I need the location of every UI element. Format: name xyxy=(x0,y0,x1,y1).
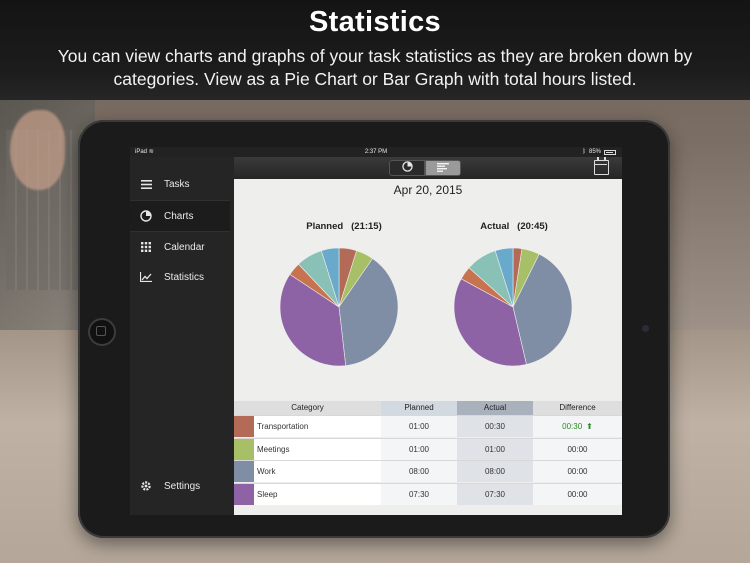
planned-total: (21:15) xyxy=(351,221,382,232)
sidebar: Tasks Charts Calendar Statistics xyxy=(130,157,234,515)
difference-value: 00:30 xyxy=(562,422,583,431)
status-bar: iPad ≋ 2:37 PM ᛒ 85% xyxy=(130,147,622,157)
pie-slice-sleep xyxy=(453,278,527,367)
sidebar-item-tasks[interactable]: Tasks xyxy=(130,169,230,199)
header-category: Category xyxy=(234,401,381,415)
cell-category: Transportation xyxy=(254,416,381,437)
sidebar-item-label: Statistics xyxy=(164,271,205,283)
pie-slice-other-3 xyxy=(321,247,340,308)
table-row[interactable]: Transportation 01:00 00:30 00:30 ⬆ xyxy=(234,415,622,437)
cell-actual: 07:30 xyxy=(457,483,533,505)
cell-planned: 07:30 xyxy=(381,483,457,505)
pie-slice-other-3 xyxy=(494,247,514,308)
sidebar-item-label: Calendar xyxy=(164,241,205,253)
pie-view-toggle[interactable] xyxy=(389,160,425,176)
nav-divider xyxy=(130,231,230,232)
table-row[interactable]: Sleep 07:30 07:30 00:00 xyxy=(234,482,622,505)
bar-view-toggle[interactable] xyxy=(425,160,461,176)
sidebar-item-charts[interactable]: Charts xyxy=(130,201,230,231)
main-panel: Apr 20, 2015 Planned (21:15) Actual (20:… xyxy=(234,157,622,515)
cell-planned: 01:00 xyxy=(381,438,457,460)
table-row[interactable]: Meetings 01:00 01:00 00:00 xyxy=(234,437,622,460)
cell-planned: 01:00 xyxy=(381,416,457,437)
category-color-swatch xyxy=(234,416,254,437)
pie-slice-work xyxy=(512,253,573,365)
list-icon xyxy=(140,178,152,190)
cell-category: Work xyxy=(254,461,381,482)
stats-table: Category Planned Actual Difference Trans… xyxy=(234,401,622,515)
calendar-icon[interactable] xyxy=(594,157,609,175)
table-header: Category Planned Actual Difference xyxy=(234,401,622,415)
front-camera xyxy=(642,325,649,332)
gear-icon xyxy=(140,480,152,492)
ipad-device: iPad ≋ 2:37 PM ᛒ 85% Tasks Charts xyxy=(78,120,670,538)
actual-chart-title: Actual (20:45) xyxy=(434,221,594,232)
background-hand xyxy=(10,110,65,190)
wifi-icon: ≋ xyxy=(148,149,154,155)
bar-list-icon xyxy=(437,159,449,177)
cell-planned: 08:00 xyxy=(381,461,457,482)
sidebar-item-label: Charts xyxy=(164,210,194,222)
pie-slice-work xyxy=(338,258,399,366)
difference-value: 00:00 xyxy=(567,467,588,476)
cell-actual: 01:00 xyxy=(457,438,533,460)
actual-total: (20:45) xyxy=(517,221,548,232)
app-screen: iPad ≋ 2:37 PM ᛒ 85% Tasks Charts xyxy=(130,147,622,515)
header-difference: Difference xyxy=(533,401,622,415)
cell-difference: 00:00 xyxy=(533,461,622,482)
difference-value: 00:00 xyxy=(567,444,588,454)
calendar-grid-icon xyxy=(140,241,152,253)
battery-icon xyxy=(604,149,616,155)
sidebar-item-statistics[interactable]: Statistics xyxy=(130,262,230,292)
status-device: iPad ≋ xyxy=(135,149,154,155)
cell-actual: 00:30 xyxy=(457,416,533,437)
header-actual: Actual xyxy=(457,401,533,415)
promo-subtitle: You can view charts and graphs of your t… xyxy=(57,46,693,89)
header-planned: Planned xyxy=(381,401,457,415)
sidebar-item-label: Tasks xyxy=(164,178,190,190)
promo-header: Statistics You can view charts and graph… xyxy=(0,0,750,100)
planned-label: Planned xyxy=(306,221,344,232)
planned-pie-chart xyxy=(277,245,401,369)
pie-slice-sleep xyxy=(279,273,347,367)
pie-chart-icon xyxy=(401,159,413,177)
up-arrow-icon: ⬆ xyxy=(586,422,593,431)
status-time: 2:37 PM xyxy=(364,149,388,155)
toolbar xyxy=(234,157,622,179)
difference-value: 00:00 xyxy=(567,489,588,499)
sidebar-item-settings[interactable]: Settings xyxy=(130,471,230,501)
cell-category: Sleep xyxy=(254,483,381,505)
category-color-swatch xyxy=(234,483,254,505)
trend-chart-icon xyxy=(140,271,152,283)
promo-title: Statistics xyxy=(309,6,441,38)
category-color-swatch xyxy=(234,461,254,482)
battery-percent: 85% xyxy=(588,149,601,155)
cell-difference: 00:00 xyxy=(533,438,622,460)
pie-chart-icon xyxy=(140,210,152,222)
actual-pie-svg xyxy=(453,247,573,367)
category-color-swatch xyxy=(234,438,254,460)
cell-difference: 00:30 ⬆ xyxy=(533,416,622,437)
actual-pie-chart xyxy=(451,245,575,369)
status-right: ᛒ 85% xyxy=(582,147,616,157)
table-row[interactable]: Work 08:00 08:00 00:00 xyxy=(234,460,622,482)
planned-chart-title: Planned (21:15) xyxy=(264,221,424,232)
actual-label: Actual xyxy=(480,221,510,232)
cell-difference: 00:00 xyxy=(533,483,622,505)
nav-divider xyxy=(130,200,230,201)
bluetooth-icon: ᛒ xyxy=(582,149,586,155)
cell-actual: 08:00 xyxy=(457,461,533,482)
sidebar-item-label: Settings xyxy=(164,480,201,492)
home-button[interactable] xyxy=(88,318,116,346)
chart-date: Apr 20, 2015 xyxy=(393,183,463,197)
sidebar-item-calendar[interactable]: Calendar xyxy=(130,232,230,262)
cell-category: Meetings xyxy=(254,438,381,460)
planned-pie-svg xyxy=(279,247,399,367)
